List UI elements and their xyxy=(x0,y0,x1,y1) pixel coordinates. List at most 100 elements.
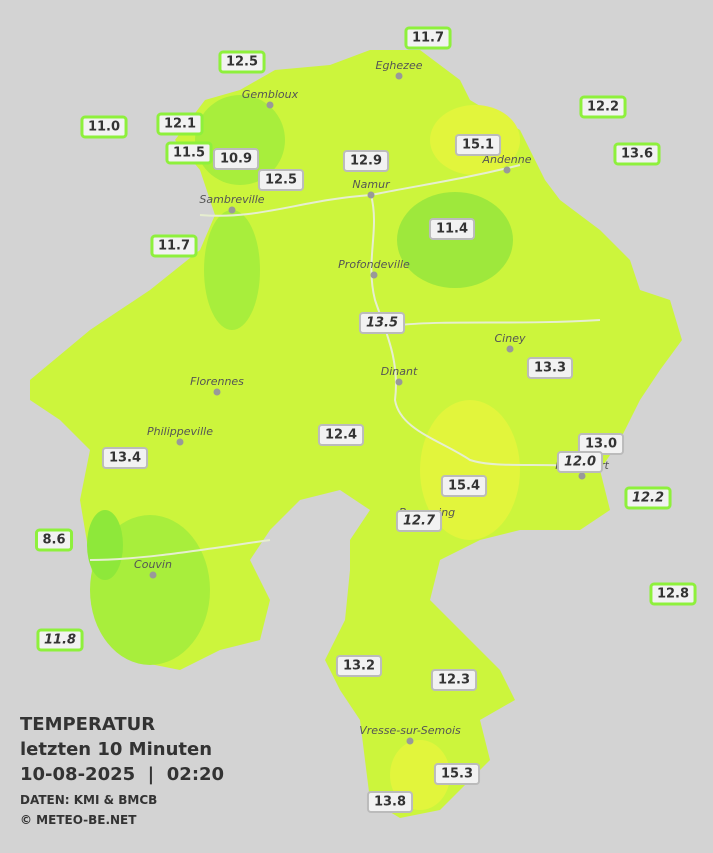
station-value: 15.1 xyxy=(462,138,494,153)
station-box xyxy=(454,134,502,156)
station-box xyxy=(342,150,390,172)
station: 12.9 xyxy=(342,150,390,172)
cities: Eghezee Gembloux Andenne Namur Sambreville Pr… xyxy=(134,59,609,745)
station-box xyxy=(165,141,213,165)
station-value: 13.8 xyxy=(374,795,406,810)
city-label: Andenne xyxy=(482,153,532,166)
station-box xyxy=(156,112,204,136)
station-box xyxy=(404,26,452,50)
station-box xyxy=(430,669,478,691)
station: 11.5 xyxy=(165,141,213,165)
station: 13.4 xyxy=(101,447,149,469)
legend-subtitle: letzten 10 Minuten xyxy=(20,739,212,760)
station: 11.4 xyxy=(428,218,476,240)
station: 13.3 xyxy=(526,357,574,379)
legend-datetime: 10-08-2025 | 02:20 xyxy=(20,764,224,785)
station: 11.8 xyxy=(36,628,84,652)
station-value: 12.3 xyxy=(438,673,470,688)
city-dot xyxy=(228,206,236,214)
station: 15.1 xyxy=(454,134,502,156)
city-dot xyxy=(213,388,221,396)
station-value: 11.7 xyxy=(412,31,444,46)
station-box xyxy=(526,357,574,379)
station: 12.0 xyxy=(556,451,604,473)
city-dot xyxy=(578,472,586,480)
station-value: 15.4 xyxy=(448,479,480,494)
city-dot xyxy=(406,737,414,745)
city-label: Dinant xyxy=(381,365,418,378)
station-box xyxy=(624,486,672,510)
station-value: 10.9 xyxy=(220,152,252,167)
city-dot xyxy=(149,571,157,579)
station: 12.2 xyxy=(624,486,672,510)
station-value: 13.3 xyxy=(534,361,566,376)
station: 13.2 xyxy=(335,655,383,677)
city-label: Eghezee xyxy=(376,59,423,72)
station-value: 12.5 xyxy=(265,173,297,188)
station-value: 13.4 xyxy=(109,451,141,466)
station: 10.9 xyxy=(212,148,260,170)
station-value: 12.1 xyxy=(164,117,196,132)
station: 12.3 xyxy=(430,669,478,691)
station-box xyxy=(218,50,266,74)
station-value: 12.7 xyxy=(403,514,436,529)
station: 12.7 xyxy=(395,510,443,532)
station-box xyxy=(317,424,365,446)
station: 11.7 xyxy=(150,234,198,258)
city-dot xyxy=(367,191,375,199)
station-value: 13.2 xyxy=(343,659,375,674)
city-label: Namur xyxy=(352,178,391,191)
station: 8.6 xyxy=(34,528,74,552)
city-label: Sambreville xyxy=(199,193,264,206)
station-box xyxy=(613,142,661,166)
station: 13.0 xyxy=(577,433,625,455)
station-box xyxy=(440,475,488,497)
station-box xyxy=(428,218,476,240)
station: 13.5 xyxy=(358,312,406,334)
city-label: Profondeville xyxy=(338,258,410,271)
station: 13.8 xyxy=(366,791,414,813)
station-box xyxy=(579,95,627,119)
station-value: 12.5 xyxy=(226,55,258,70)
station: 12.4 xyxy=(317,424,365,446)
station-value: 12.2 xyxy=(632,491,664,506)
station: 12.5 xyxy=(257,169,305,191)
legend-title: TEMPERATUR xyxy=(20,714,155,735)
station: 11.7 xyxy=(404,26,452,50)
station-value: 11.8 xyxy=(44,633,76,648)
station-box xyxy=(34,528,74,552)
city-dot xyxy=(176,438,184,446)
station-box xyxy=(433,763,481,785)
station-box xyxy=(101,447,149,469)
city-label: Florennes xyxy=(190,375,244,388)
station-value: 12.8 xyxy=(657,587,689,602)
city-dot xyxy=(266,101,274,109)
station-box xyxy=(395,510,443,532)
station-value: 15.3 xyxy=(441,767,473,782)
station-value: 11.7 xyxy=(158,239,190,254)
station-value: 11.0 xyxy=(88,120,120,135)
station-box xyxy=(649,582,697,606)
legend-source: DATEN: KMI & BMCB xyxy=(20,793,157,807)
station-value: 12.9 xyxy=(350,154,382,169)
station-box xyxy=(366,791,414,813)
station-value: 12.4 xyxy=(325,428,357,443)
city-label: Ciney xyxy=(495,332,526,345)
legend: TEMPERATUR letzten 10 Minuten 10-08-2025… xyxy=(20,714,224,827)
station-box xyxy=(335,655,383,677)
city-label: Vresse-sur-Semois xyxy=(359,724,461,737)
station-box xyxy=(257,169,305,191)
station: 13.6 xyxy=(613,142,661,166)
station-value: 12.2 xyxy=(587,100,619,115)
legend-copyright: © METEO-BE.NET xyxy=(20,813,137,827)
station: 12.2 xyxy=(579,95,627,119)
station: 15.4 xyxy=(440,475,488,497)
station-value: 11.5 xyxy=(173,146,205,161)
station-box xyxy=(36,628,84,652)
city-dot xyxy=(503,166,511,174)
station-box xyxy=(150,234,198,258)
station-box xyxy=(212,148,260,170)
station-value: 12.0 xyxy=(564,455,596,470)
station-value: 11.4 xyxy=(436,222,468,237)
